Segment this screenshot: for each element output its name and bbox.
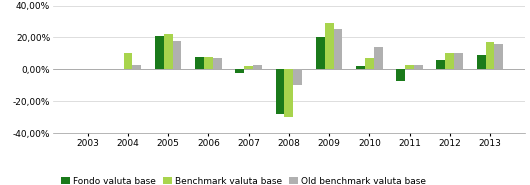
Bar: [445, 53, 454, 69]
Bar: [316, 37, 325, 69]
Bar: [235, 69, 244, 73]
Bar: [396, 69, 405, 80]
Bar: [244, 66, 253, 69]
Bar: [173, 41, 181, 69]
Bar: [276, 69, 285, 114]
Bar: [476, 55, 485, 69]
Bar: [494, 44, 503, 69]
Bar: [285, 69, 293, 117]
Bar: [123, 53, 132, 69]
Bar: [253, 65, 262, 69]
Bar: [405, 65, 414, 69]
Bar: [325, 23, 333, 69]
Bar: [365, 58, 374, 69]
Bar: [204, 57, 213, 69]
Bar: [437, 60, 445, 69]
Bar: [485, 42, 494, 69]
Bar: [213, 58, 222, 69]
Bar: [414, 65, 423, 69]
Bar: [333, 29, 342, 69]
Bar: [454, 53, 463, 69]
Bar: [195, 57, 204, 69]
Legend: Fondo valuta base, Benchmark valuta base, Old benchmark valuta base: Fondo valuta base, Benchmark valuta base…: [58, 174, 429, 185]
Bar: [155, 36, 164, 69]
Bar: [356, 66, 365, 69]
Bar: [374, 47, 383, 69]
Bar: [132, 65, 141, 69]
Bar: [164, 34, 173, 69]
Bar: [293, 69, 302, 85]
